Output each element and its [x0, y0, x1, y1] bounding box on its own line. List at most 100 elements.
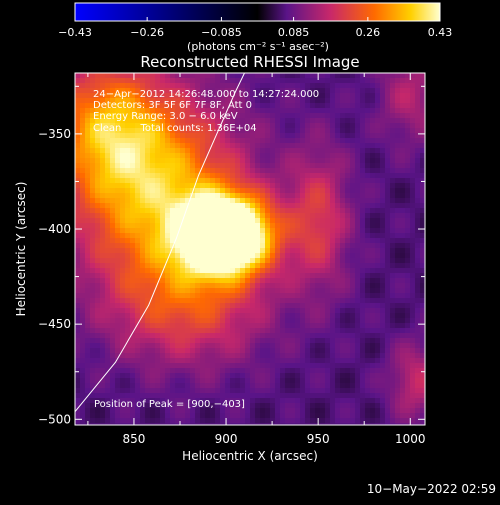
heatmap-cell: [380, 273, 385, 278]
heatmap-cell: [105, 313, 110, 318]
heatmap-cell: [130, 203, 135, 208]
heatmap-cell: [205, 208, 210, 213]
heatmap-cell: [330, 118, 335, 123]
heatmap-cell: [325, 83, 330, 88]
heatmap-cell: [250, 158, 255, 163]
heatmap-cell: [225, 168, 230, 173]
heatmap-cell: [120, 268, 125, 273]
heatmap-cell: [85, 288, 90, 293]
heatmap-cell: [280, 398, 285, 403]
heatmap-cell: [360, 293, 365, 298]
heatmap-cell: [80, 123, 85, 128]
heatmap-cell: [360, 213, 365, 218]
heatmap-cell: [335, 258, 340, 263]
heatmap-cell: [270, 223, 275, 228]
heatmap-cell: [340, 98, 345, 103]
heatmap-cell: [335, 318, 340, 323]
heatmap-cell: [255, 423, 260, 428]
heatmap-cell: [295, 233, 300, 238]
heatmap-cell: [190, 348, 195, 353]
heatmap-cell: [315, 308, 320, 313]
heatmap-cell: [125, 193, 130, 198]
heatmap-cell: [85, 278, 90, 283]
heatmap-cell: [410, 383, 415, 388]
heatmap-cell: [230, 248, 235, 253]
heatmap-cell: [410, 403, 415, 408]
heatmap-cell: [165, 233, 170, 238]
heatmap-cell: [300, 73, 305, 78]
heatmap-cell: [220, 248, 225, 253]
heatmap-cell: [395, 383, 400, 388]
heatmap-cell: [170, 83, 175, 88]
heatmap-cell: [320, 168, 325, 173]
heatmap-cell: [315, 143, 320, 148]
heatmap-cell: [130, 378, 135, 383]
heatmap-cell: [380, 263, 385, 268]
heatmap-cell: [90, 283, 95, 288]
heatmap-cell: [160, 318, 165, 323]
heatmap-cell: [365, 208, 370, 213]
heatmap-cell: [195, 348, 200, 353]
heatmap-cell: [260, 233, 265, 238]
heatmap-cell: [225, 83, 230, 88]
heatmap-cell: [100, 318, 105, 323]
heatmap-cell: [130, 348, 135, 353]
heatmap-cell: [130, 318, 135, 323]
heatmap-cell: [105, 283, 110, 288]
heatmap-cell: [350, 273, 355, 278]
heatmap-cell: [220, 288, 225, 293]
heatmap-cell: [125, 223, 130, 228]
heatmap-cell: [80, 413, 85, 418]
heatmap-cell: [170, 348, 175, 353]
heatmap-cell: [235, 278, 240, 283]
heatmap-cell: [90, 198, 95, 203]
heatmap-cell: [400, 98, 405, 103]
heatmap-cell: [130, 413, 135, 418]
heatmap-cell: [350, 263, 355, 268]
heatmap-cell: [285, 363, 290, 368]
heatmap-cell: [300, 213, 305, 218]
heatmap-cell: [365, 313, 370, 318]
heatmap-cell: [335, 303, 340, 308]
heatmap-cell: [285, 133, 290, 138]
heatmap-cell: [405, 98, 410, 103]
heatmap-cell: [170, 168, 175, 173]
heatmap-cell: [330, 113, 335, 118]
heatmap-cell: [365, 193, 370, 198]
heatmap-cell: [260, 368, 265, 373]
heatmap-cell: [135, 253, 140, 258]
heatmap-cell: [165, 383, 170, 388]
heatmap-cell: [200, 423, 205, 428]
heatmap-cell: [280, 153, 285, 158]
heatmap-cell: [80, 333, 85, 338]
heatmap-cell: [365, 318, 370, 323]
heatmap-cell: [195, 233, 200, 238]
heatmap-cell: [405, 333, 410, 338]
heatmap-cell: [310, 193, 315, 198]
heatmap-cell: [305, 403, 310, 408]
heatmap-cell: [120, 168, 125, 173]
heatmap-cell: [380, 308, 385, 313]
heatmap-cell: [375, 418, 380, 423]
heatmap-cell: [260, 198, 265, 203]
heatmap-cell: [355, 163, 360, 168]
heatmap-cell: [190, 178, 195, 183]
heatmap-cell: [245, 338, 250, 343]
heatmap-cell: [355, 388, 360, 393]
heatmap-cell: [100, 358, 105, 363]
heatmap-cell: [375, 158, 380, 163]
heatmap-cell: [250, 228, 255, 233]
heatmap-cell: [285, 323, 290, 328]
heatmap-cell: [135, 283, 140, 288]
heatmap-cell: [370, 333, 375, 338]
heatmap-cell: [265, 308, 270, 313]
heatmap-cell: [250, 233, 255, 238]
heatmap-cell: [395, 268, 400, 273]
heatmap-cell: [360, 318, 365, 323]
heatmap-cell: [340, 238, 345, 243]
heatmap-cell: [115, 258, 120, 263]
heatmap-cell: [225, 378, 230, 383]
heatmap-cell: [160, 203, 165, 208]
heatmap-cell: [235, 163, 240, 168]
heatmap-cell: [375, 348, 380, 353]
